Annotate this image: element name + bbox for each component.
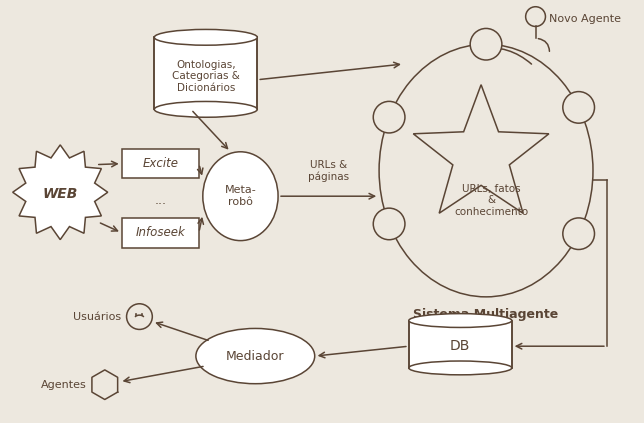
Circle shape: [374, 208, 405, 240]
Text: Novo Agente: Novo Agente: [549, 14, 621, 24]
Ellipse shape: [196, 328, 315, 384]
Circle shape: [563, 92, 594, 123]
Text: URLs &
páginas: URLs & páginas: [308, 160, 349, 182]
Circle shape: [563, 218, 594, 250]
Text: Meta-
robô: Meta- robô: [225, 185, 256, 207]
Ellipse shape: [409, 361, 512, 375]
Text: Usuários: Usuários: [73, 312, 122, 321]
Text: Mediador: Mediador: [226, 349, 285, 363]
Text: DB: DB: [450, 339, 471, 353]
Text: Infoseek: Infoseek: [135, 226, 185, 239]
Text: Excite: Excite: [142, 157, 178, 170]
Circle shape: [470, 28, 502, 60]
Text: URLs, fatos
&
conhecimento: URLs, fatos & conhecimento: [454, 184, 528, 217]
Circle shape: [374, 102, 405, 133]
Ellipse shape: [155, 102, 258, 117]
Ellipse shape: [155, 30, 258, 45]
Text: WEB: WEB: [43, 187, 78, 201]
Text: Sistema Multiagente: Sistema Multiagente: [413, 308, 558, 321]
FancyBboxPatch shape: [122, 218, 199, 247]
Text: Agentes: Agentes: [41, 380, 87, 390]
FancyBboxPatch shape: [155, 37, 258, 110]
FancyBboxPatch shape: [122, 149, 199, 179]
Text: Ontologias,
Categorias &
Dicionários: Ontologias, Categorias & Dicionários: [172, 60, 240, 93]
FancyBboxPatch shape: [409, 321, 512, 368]
Ellipse shape: [379, 44, 593, 297]
Polygon shape: [13, 145, 108, 239]
Ellipse shape: [203, 152, 278, 241]
Text: ...: ...: [154, 194, 166, 207]
Ellipse shape: [409, 313, 512, 327]
